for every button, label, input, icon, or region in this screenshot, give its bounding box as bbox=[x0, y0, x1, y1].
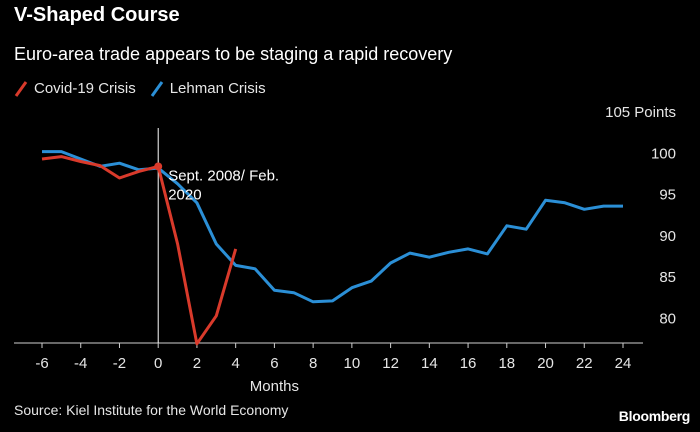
y-tick-label: 85 bbox=[659, 269, 676, 286]
x-tick-label: 16 bbox=[460, 355, 477, 372]
x-tick-label: 0 bbox=[154, 355, 162, 372]
red-slash-icon bbox=[14, 80, 28, 97]
bloomberg-logo: Bloomberg bbox=[618, 408, 691, 424]
blue-slash-icon bbox=[150, 80, 163, 97]
x-tick-label: 22 bbox=[576, 355, 593, 372]
x-tick-label: 14 bbox=[421, 355, 438, 372]
x-tick-label: -4 bbox=[74, 355, 87, 372]
x-tick-label: 12 bbox=[382, 355, 399, 372]
x-tick-label: 20 bbox=[537, 355, 554, 372]
legend-label-covid: Covid-19 Crisis bbox=[34, 80, 136, 97]
x-tick-label: 24 bbox=[615, 355, 632, 372]
x-tick-label: 10 bbox=[344, 355, 361, 372]
legend-item-covid: Covid-19 Crisis bbox=[14, 80, 136, 97]
x-tick-label: 4 bbox=[231, 355, 239, 372]
x-axis-title: Months bbox=[250, 378, 299, 395]
source-note: Source: Kiel Institute for the World Eco… bbox=[14, 402, 289, 418]
legend-label-lehman: Lehman Crisis bbox=[169, 80, 266, 97]
chart-subtitle: Euro-area trade appears to be staging a … bbox=[14, 44, 453, 64]
y-tick-label: 80 bbox=[659, 310, 676, 327]
x-tick-label: -2 bbox=[113, 355, 126, 372]
legend-item-lehman: Lehman Crisis bbox=[150, 80, 266, 97]
annotation-text-line1: Sept. 2008/ Feb. bbox=[168, 167, 279, 184]
annotation-marker bbox=[154, 162, 163, 171]
y-tick-label: 105 Points bbox=[605, 104, 676, 121]
series-line-covid bbox=[41, 155, 238, 346]
x-tick-label: 2 bbox=[193, 355, 201, 372]
y-tick-label: 95 bbox=[659, 187, 676, 204]
chart-legend: Covid-19 Crisis Lehman Crisis bbox=[14, 80, 266, 97]
series-line-lehman bbox=[42, 150, 623, 304]
chart-title: V-Shaped Course bbox=[14, 4, 180, 26]
x-tick-label: 6 bbox=[270, 355, 278, 372]
y-tick-label: 100 bbox=[651, 145, 676, 162]
annotation-text-line2: 2020 bbox=[168, 186, 201, 203]
x-tick-label: 8 bbox=[309, 355, 317, 372]
x-tick-label: 18 bbox=[498, 355, 515, 372]
x-tick-label: -6 bbox=[35, 355, 48, 372]
y-tick-label: 90 bbox=[659, 228, 676, 245]
